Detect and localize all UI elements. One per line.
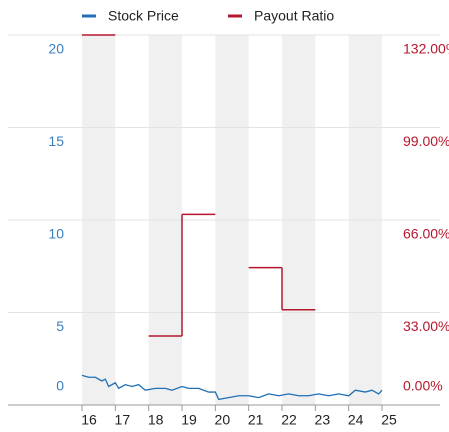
x-tick-label: 16 [81, 412, 97, 428]
legend-label: Stock Price [108, 8, 179, 24]
x-tick-label: 20 [215, 412, 231, 428]
x-tick-label: 18 [148, 412, 164, 428]
x-tick-label: 22 [281, 412, 297, 428]
x-tick-label: 24 [348, 412, 364, 428]
price-line [81, 374, 383, 401]
x-tick-label: 21 [248, 412, 264, 428]
y2-tick-label: 66.00% [403, 226, 449, 242]
y-tick-label: 15 [48, 133, 64, 149]
x-tick-label: 25 [381, 412, 397, 428]
y2-tick-label: 99.00% [403, 133, 449, 149]
y2-tick-label: 0.00% [403, 378, 443, 394]
y-tick-label: 10 [48, 226, 64, 242]
x-tick-label: 23 [315, 412, 331, 428]
y-tick-label: 5 [56, 318, 64, 334]
y-tick-label: 0 [56, 378, 64, 394]
legend-label: Payout Ratio [254, 8, 334, 24]
x-tick-label: 17 [115, 412, 131, 428]
y2-tick-label: 33.00% [403, 318, 449, 334]
y2-tick-label: 132.00% [403, 41, 449, 57]
x-tick-label: 19 [181, 412, 197, 428]
y-tick-label: 20 [48, 41, 64, 57]
